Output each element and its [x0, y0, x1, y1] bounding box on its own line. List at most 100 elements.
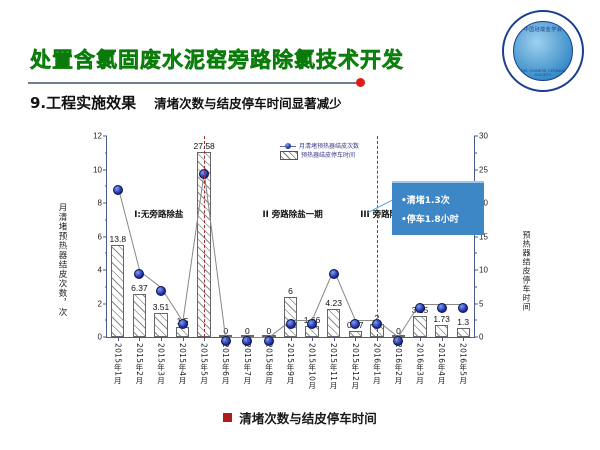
logo-text-top: 中国硅酸盐学会 — [523, 27, 563, 33]
title-bullet-dot — [356, 78, 365, 87]
section-heading: 9.工程实施效果 清堵次数与结皮停车时间显著减少 — [30, 92, 342, 113]
bar-value-label: 0 — [266, 326, 272, 336]
bar — [456, 328, 470, 337]
y-axis-tick-label: 10 — [93, 165, 102, 174]
x-axis-tick-label: 2015年11月 — [329, 343, 339, 390]
bar-value-label: 0 — [396, 326, 401, 336]
callout-line-2: •停车1.8小时 — [401, 215, 459, 225]
callout-box: •清堵1.3次 •停车1.8小时 — [392, 181, 484, 235]
x-axis-tick — [182, 337, 184, 341]
bar — [283, 296, 298, 337]
bar — [154, 313, 168, 337]
data-point-marker — [134, 269, 145, 279]
x-axis-tick-label: 2016年1月 — [372, 343, 382, 384]
bar-value-label: 0 — [223, 326, 229, 336]
y2-axis-tick-label: 15 — [479, 232, 488, 241]
y-axis-minor-tick — [104, 252, 107, 254]
x-axis-tick-label: 2015年6月 — [221, 343, 231, 384]
y2-axis-minor-tick — [474, 152, 477, 154]
y-axis-tick-label: 4 — [97, 265, 102, 275]
x-axis-tick — [290, 337, 292, 341]
y-axis-tick-label: 6 — [97, 232, 102, 241]
legend-item-line: 月清堵预热器结皮次数 — [280, 142, 359, 151]
x-axis-tick — [225, 337, 227, 341]
x-axis-tick — [398, 337, 400, 341]
line-segment — [225, 337, 248, 338]
title-divider — [28, 82, 360, 84]
bar — [413, 315, 427, 337]
y2-axis-tick — [474, 269, 478, 271]
phase-divider — [204, 136, 206, 337]
x-axis-tick — [204, 337, 206, 341]
legend-label-bar: 预热器结皮停车时间 — [301, 152, 356, 159]
data-point-marker — [436, 302, 447, 313]
x-axis-tick-label: 2016年3月 — [415, 343, 425, 384]
x-axis-tick-label: 2016年5月 — [458, 343, 468, 384]
bar-value-label: 4.23 — [325, 297, 342, 308]
y2-axis-tick — [474, 236, 478, 237]
legend-line-dot-icon — [280, 143, 296, 149]
data-point-marker — [458, 302, 469, 313]
y-axis-minor-tick — [104, 319, 107, 321]
bar-value-label: 13.8 — [109, 233, 127, 244]
right-axis-line — [473, 136, 475, 338]
y-axis-tick — [103, 269, 107, 271]
y-axis-tick — [103, 135, 107, 137]
y2-axis-tick — [474, 169, 478, 170]
y2-axis-tick — [474, 303, 478, 304]
legend-hatch-swatch-icon — [280, 151, 298, 160]
x-axis-tick-label: 2015年12月 — [350, 343, 360, 390]
x-axis-tick-label: 2015年2月 — [134, 343, 144, 384]
bar — [132, 294, 147, 337]
section-number: 9.工程实施效果 — [30, 94, 137, 112]
data-point-marker — [263, 336, 274, 346]
x-axis-tick-label: 2015年7月 — [242, 343, 252, 384]
x-axis-tick — [355, 337, 357, 341]
x-axis-tick-label: 2015年5月 — [199, 343, 209, 384]
y-axis-minor-tick — [104, 286, 107, 288]
bar — [111, 244, 125, 337]
chart-container: 月清堵预热器结皮次数，次 预热器结皮停车时间 13.86.373.511.527… — [57, 126, 531, 394]
x-axis-tick-label: 2015年1月 — [113, 343, 123, 384]
y2-axis-title: 预热器结皮停车时间 — [522, 230, 531, 312]
x-axis-tick-label: 2015年9月 — [286, 343, 295, 384]
bar — [348, 331, 362, 337]
data-point-marker — [328, 269, 339, 279]
data-point-marker — [350, 319, 361, 330]
bar-value-label: 6.37 — [131, 283, 148, 294]
legend-item-bar: 预热器结皮停车时间 — [280, 151, 359, 160]
y2-axis-minor-tick — [474, 319, 477, 321]
x-axis-tick — [333, 337, 335, 341]
x-axis-tick — [376, 337, 378, 341]
x-axis-tick-label: 2015年4月 — [178, 343, 188, 384]
data-point-marker — [393, 336, 404, 346]
data-point-marker — [285, 319, 296, 330]
phase-1-label: I:无旁路除盐 — [134, 210, 184, 220]
x-axis-tick — [139, 337, 141, 341]
phase-2-label: II 旁路除盐一期 — [262, 210, 323, 220]
x-axis-tick — [420, 337, 422, 341]
chart-legend: 月清堵预热器结皮次数 预热器结皮停车时间 — [280, 142, 359, 160]
x-axis-tick-label: 2015年10月 — [307, 343, 317, 390]
x-axis-tick-label: 2015年8月 — [264, 343, 274, 384]
y-axis-tick — [103, 336, 107, 338]
plot-area: 13.86.373.511.527.5800061.664.230.87203.… — [93, 132, 488, 390]
page-title: 处置含氯固废水泥窑旁路除氯技术开发 — [30, 48, 404, 73]
data-point-marker — [242, 336, 253, 346]
x-axis-tick — [268, 337, 270, 341]
footer-label: 清堵次数与结皮停车时间 — [239, 411, 377, 426]
y2-axis-minor-tick — [474, 252, 477, 254]
y-axis-tick — [103, 303, 107, 304]
bar-value-label: 1.3 — [457, 317, 470, 328]
y2-axis-tick-label: 25 — [479, 165, 488, 174]
line-segment — [355, 320, 377, 322]
footer-legend: 清堵次数与结皮停车时间 — [0, 408, 600, 427]
y-axis-minor-tick — [104, 152, 107, 154]
x-axis-tick — [312, 337, 314, 341]
y-axis-tick-label: 8 — [97, 198, 102, 208]
x-axis-tick — [441, 337, 443, 341]
y-axis-minor-tick — [104, 185, 107, 187]
x-axis-tick-label: 2016年4月 — [437, 343, 447, 384]
bar-value-label: 1.73 — [433, 314, 450, 325]
